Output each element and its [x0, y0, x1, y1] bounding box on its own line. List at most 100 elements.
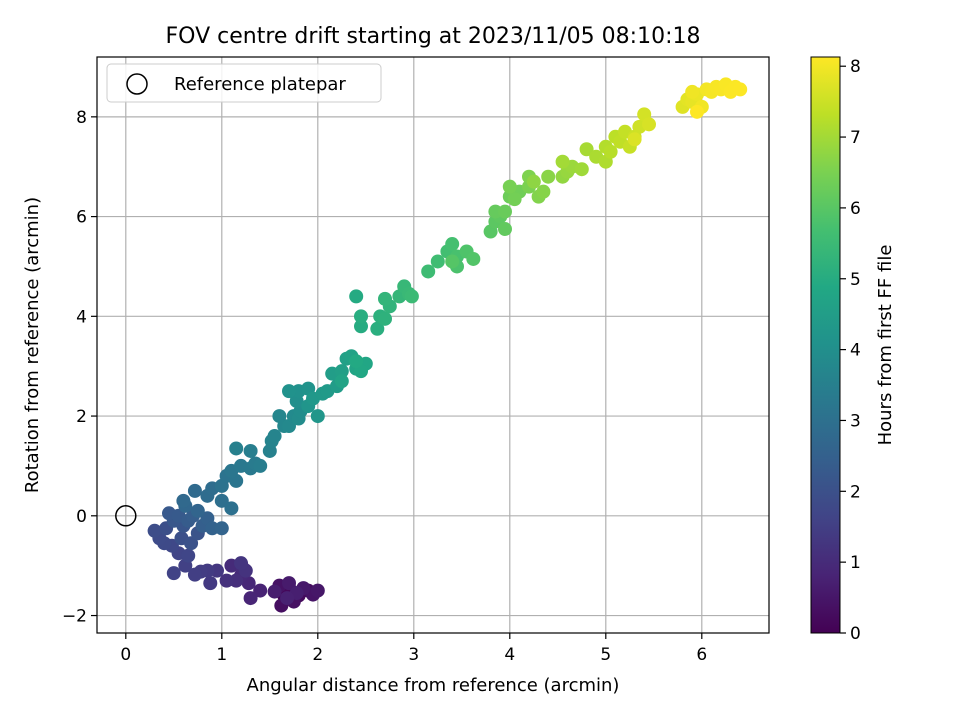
y-tick-label: 6	[76, 208, 87, 228]
y-tick-label: 2	[76, 407, 87, 427]
data-point	[349, 289, 364, 304]
colorbar-tick-label: 1	[850, 553, 861, 573]
x-tick-label: 1	[216, 645, 227, 665]
data-point	[642, 117, 656, 132]
data-point	[210, 563, 224, 578]
x-tick-label: 5	[600, 645, 611, 665]
y-axis-ticks: −2 0 2 4 6 8	[62, 108, 97, 627]
legend-marker-reference	[126, 73, 148, 95]
colorbar-tick-label: 4	[850, 341, 861, 361]
data-point	[243, 591, 258, 606]
data-point	[430, 254, 445, 269]
data-point	[685, 84, 700, 99]
data-point	[310, 409, 325, 424]
colorbar-tick-label: 6	[850, 199, 861, 219]
data-point	[370, 321, 385, 336]
data-point	[354, 319, 368, 334]
colorbar-tick-label: 7	[850, 128, 861, 148]
data-point	[690, 104, 704, 119]
data-point	[234, 556, 248, 571]
data-point	[541, 169, 556, 184]
colorbar-gradient	[810, 56, 841, 634]
data-point	[555, 154, 570, 169]
y-axis-label: Rotation from reference (arcmin)	[22, 197, 43, 493]
data-point	[253, 583, 268, 598]
data-point	[176, 493, 191, 508]
data-point	[421, 264, 436, 279]
data-point	[219, 573, 234, 588]
data-point	[507, 192, 522, 207]
x-tick-label: 0	[120, 645, 131, 665]
y-tick-label: 0	[76, 507, 87, 527]
data-point	[282, 384, 296, 399]
x-axis-ticks: 0 1 2 3 4 5 6	[120, 633, 707, 665]
colorbar-tick-label: 8	[850, 57, 861, 77]
y-tick-label: 8	[76, 108, 87, 128]
x-tick-label: 3	[408, 645, 419, 665]
colorbar-tick-label: 0	[850, 624, 861, 644]
data-point	[181, 548, 196, 563]
data-point	[627, 132, 642, 147]
data-point	[536, 184, 551, 199]
data-point	[229, 441, 244, 456]
data-point	[184, 536, 199, 551]
colorbar-tick-label: 3	[850, 411, 861, 431]
data-point	[349, 354, 364, 369]
legend: Reference platepar	[106, 63, 382, 103]
data-point	[502, 179, 517, 194]
legend-box	[106, 63, 382, 103]
data-point	[579, 142, 594, 157]
data-point	[378, 291, 392, 306]
y-tick-label: −2	[62, 607, 87, 627]
x-tick-label: 2	[312, 645, 323, 665]
scatter-points	[147, 77, 748, 613]
colorbar-ticks: 0 1 2 3 4 5 6 7 8	[840, 57, 861, 644]
plot-frame	[96, 56, 770, 634]
data-point	[190, 503, 205, 518]
data-point	[205, 521, 220, 536]
data-point	[187, 483, 202, 498]
data-point	[526, 174, 541, 189]
data-point	[243, 443, 258, 458]
colorbar-tick-label: 2	[850, 482, 861, 502]
data-point	[466, 251, 481, 266]
data-point	[498, 222, 512, 237]
data-point	[187, 567, 202, 582]
data-point	[334, 364, 349, 379]
data-point	[224, 501, 239, 516]
data-point	[310, 583, 325, 598]
data-point	[498, 204, 512, 219]
reference-platepar-marker	[115, 505, 137, 527]
data-point	[147, 523, 162, 538]
data-point	[267, 429, 282, 444]
data-point	[282, 576, 296, 591]
chart-title: FOV centre drift starting at 2023/11/05 …	[166, 24, 701, 49]
data-point	[334, 374, 349, 389]
data-point	[603, 144, 618, 159]
data-point	[445, 237, 460, 252]
data-point	[574, 162, 589, 177]
data-point	[354, 309, 368, 324]
data-point	[214, 521, 229, 536]
colorbar-tick-label: 5	[850, 270, 861, 290]
data-point	[267, 584, 282, 599]
colorbar: 0 1 2 3 4 5 6 7 8 Hours from first FF file	[810, 56, 896, 644]
legend-label-reference: Reference platepar	[174, 74, 346, 95]
data-point	[280, 591, 295, 606]
data-point	[229, 573, 244, 588]
data-point	[203, 576, 218, 591]
x-axis-label: Angular distance from reference (arcmin)	[247, 675, 620, 696]
colorbar-label: Hours from first FF file	[875, 245, 896, 446]
data-point	[166, 566, 181, 581]
data-point	[214, 493, 229, 508]
grid-lines	[97, 57, 769, 633]
data-point	[378, 311, 392, 326]
data-point	[404, 289, 419, 304]
data-point	[253, 458, 268, 473]
data-point	[488, 204, 503, 219]
x-tick-label: 6	[696, 645, 707, 665]
y-tick-label: 4	[76, 307, 87, 327]
data-point	[733, 82, 748, 97]
data-point	[445, 254, 460, 269]
